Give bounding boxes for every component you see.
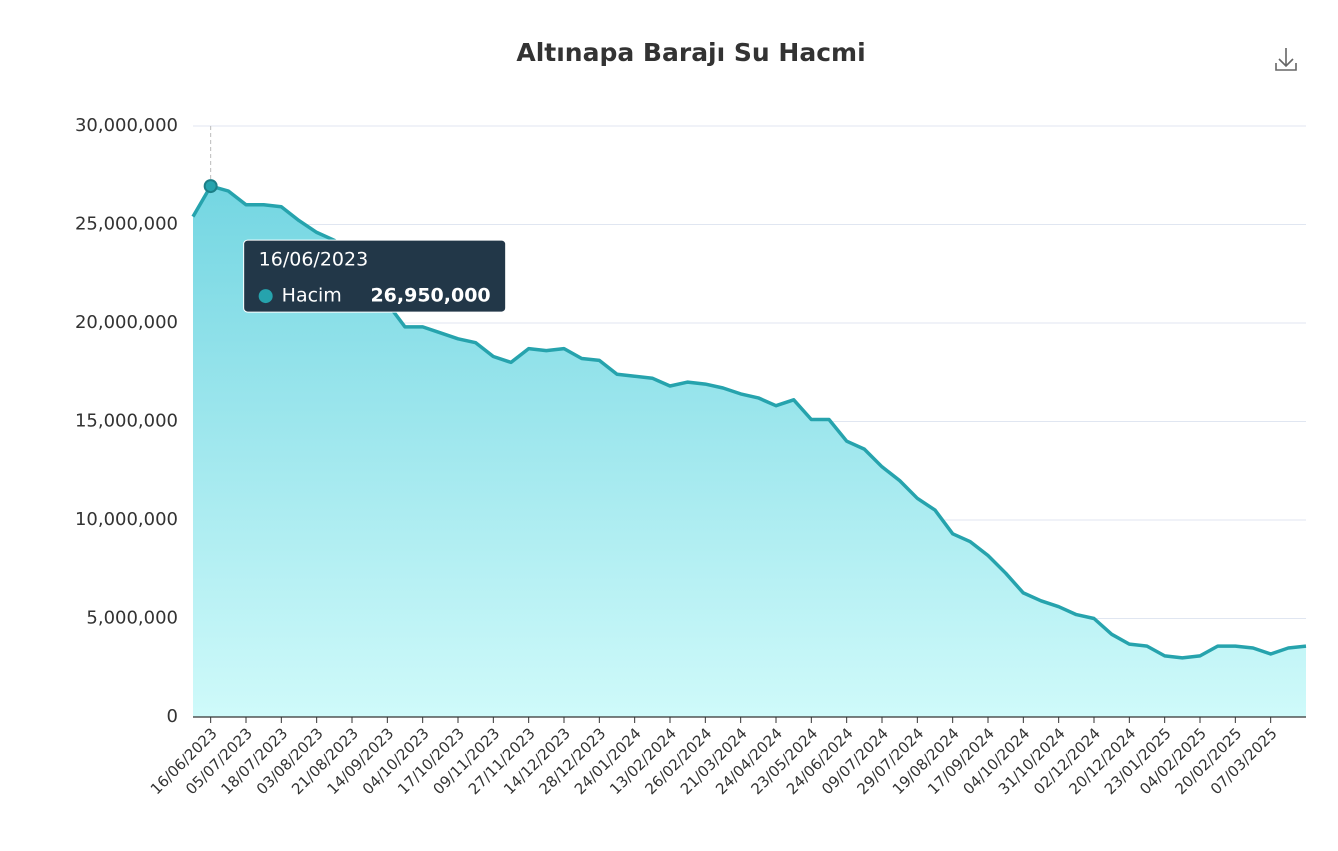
y-tick-label: 20,000,000 — [75, 312, 178, 333]
tooltip-marker — [258, 289, 273, 304]
chart-title: Altınapa Barajı Su Hacmi — [516, 38, 865, 67]
y-tick-label: 10,000,000 — [75, 509, 178, 530]
tooltip-series: Hacim — [282, 285, 342, 307]
download-button[interactable] — [1275, 48, 1297, 71]
y-tick-label: 5,000,000 — [86, 608, 178, 629]
area — [193, 186, 1306, 718]
point — [203, 179, 218, 194]
y-tick-label: 0 — [167, 706, 178, 727]
tooltip-date: 16/06/2023 — [259, 249, 369, 271]
tooltip-value: 26,950,000 — [370, 285, 490, 307]
y-tick-label: 25,000,000 — [75, 214, 178, 235]
y-tick-label: 15,000,000 — [75, 411, 178, 432]
y-tick-label: 30,000,000 — [75, 115, 178, 136]
tooltip — [243, 239, 507, 313]
